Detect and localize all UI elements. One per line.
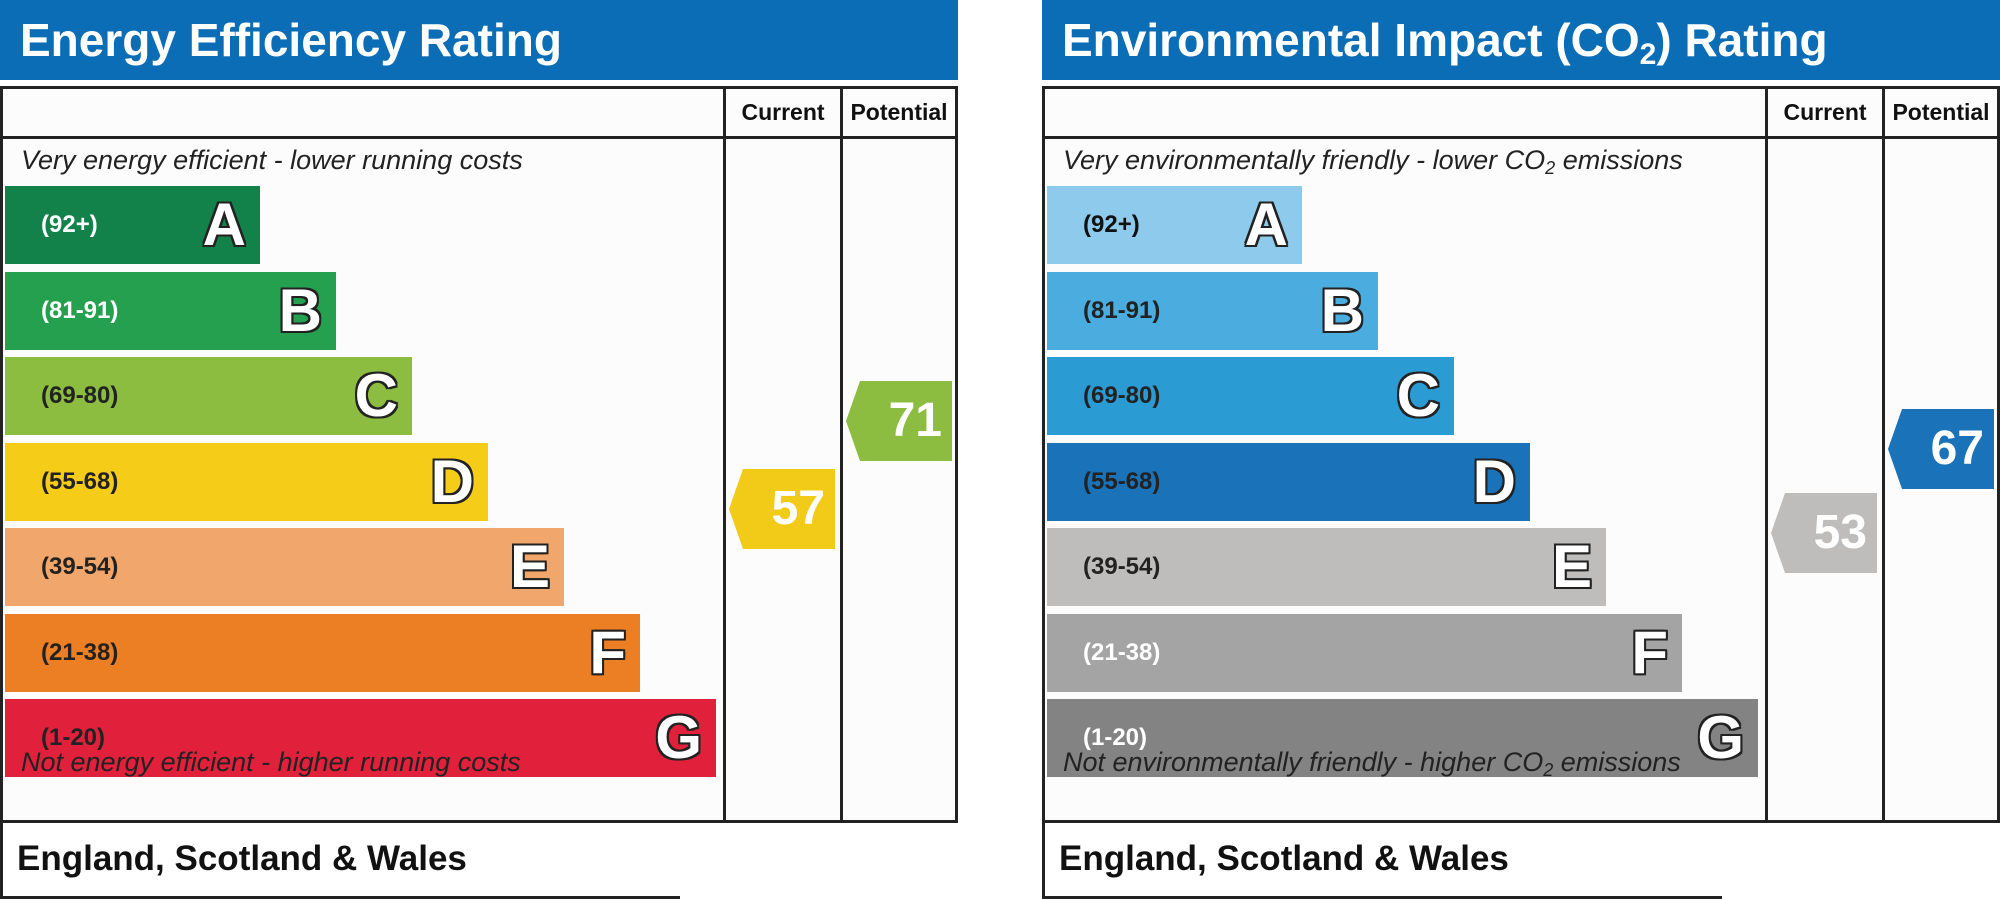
potential-rating-value: 71	[888, 393, 942, 447]
band-letter: C	[354, 362, 398, 429]
current-rating-marker: 57	[729, 468, 835, 549]
rating-grid: Current Potential Very energy efficient …	[0, 86, 958, 823]
band-letter: A	[202, 191, 246, 258]
potential-rating-value: 67	[1930, 421, 1984, 475]
band-g: (1-20) G	[5, 699, 716, 777]
top-note: Very energy efficient - lower running co…	[21, 145, 523, 175]
band-c: (69-80) C	[5, 357, 412, 435]
band-a: (92+) A	[5, 186, 260, 264]
band-letter: F	[589, 618, 626, 686]
band-letter: C	[1396, 362, 1440, 429]
header-divider	[1045, 136, 1997, 139]
band-f: (21-38) F	[1047, 613, 1682, 692]
band-c: (69-80) C	[1047, 357, 1454, 435]
band-range-label: (55-68)	[1083, 467, 1161, 495]
band-a: (92+) A	[1047, 186, 1302, 264]
current-rating-value: 57	[771, 481, 825, 535]
band-range-label: (1-20)	[41, 724, 106, 751]
band-range-label: (69-80)	[41, 382, 119, 409]
header-divider	[3, 136, 955, 139]
band-range-label: (81-91)	[1083, 296, 1161, 324]
band-range-label: (1-20)	[1083, 724, 1148, 751]
region-label: England, Scotland & Wales	[17, 839, 467, 878]
band-letter: G	[655, 704, 702, 771]
band-range-label: (21-38)	[1083, 638, 1161, 666]
band-letter: F	[1631, 618, 1668, 686]
column-divider	[840, 89, 843, 820]
band-letter: A	[1244, 191, 1288, 258]
footer-box: England, Scotland & Wales	[1042, 823, 1722, 899]
bottom-note: Not energy efficient - higher running co…	[21, 747, 521, 777]
band-b: (81-91) B	[1047, 271, 1378, 350]
environmental-impact-panel: Environmental Impact (CO2) Rating Curren…	[1042, 0, 2000, 899]
footer-box: England, Scotland & Wales	[0, 823, 680, 899]
current-rating-value: 53	[1813, 506, 1867, 560]
band-e: (39-54) E	[5, 528, 564, 606]
panel-title: Environmental Impact (CO2) Rating	[1042, 0, 2000, 80]
column-divider	[1765, 89, 1768, 820]
bottom-note: Not environmentally friendly - higher CO…	[1063, 747, 1681, 780]
band-d: (55-68) D	[5, 442, 488, 521]
potential-column-header: Potential	[850, 99, 948, 125]
band-range-label: (39-54)	[1083, 553, 1161, 580]
panel-title: Energy Efficiency Rating	[0, 0, 958, 80]
band-g: (1-20) G	[1047, 699, 1758, 777]
top-note: Very environmentally friendly - lower CO…	[1063, 145, 1683, 178]
column-divider	[1882, 89, 1885, 820]
band-range-label: (92+)	[1083, 211, 1140, 238]
band-letter: D	[430, 447, 474, 515]
band-letter: B	[1320, 276, 1364, 344]
potential-rating-marker: 67	[1888, 408, 1994, 489]
band-d: (55-68) D	[1047, 442, 1530, 521]
band-letter: G	[1697, 704, 1744, 771]
band-range-label: (21-38)	[41, 638, 119, 666]
current-column-header: Current	[741, 99, 825, 125]
potential-column-header: Potential	[1892, 99, 1990, 125]
band-letter: E	[509, 533, 550, 600]
band-range-label: (55-68)	[41, 467, 119, 495]
band-range-label: (92+)	[41, 211, 98, 238]
band-range-label: (39-54)	[41, 553, 119, 580]
band-letter: D	[1472, 447, 1516, 515]
potential-rating-marker: 71	[846, 380, 952, 461]
band-range-label: (69-80)	[1083, 382, 1161, 409]
region-label: England, Scotland & Wales	[1059, 839, 1509, 878]
band-e: (39-54) E	[1047, 528, 1606, 606]
band-letter: E	[1551, 533, 1592, 600]
energy-efficiency-panel: Energy Efficiency Rating Current Potenti…	[0, 0, 958, 899]
current-column-header: Current	[1783, 99, 1867, 125]
rating-grid: Current Potential Very environmentally f…	[1042, 86, 2000, 823]
band-b: (81-91) B	[5, 271, 336, 350]
band-range-label: (81-91)	[41, 296, 119, 324]
current-rating-marker: 53	[1771, 493, 1877, 574]
band-letter: B	[278, 276, 322, 344]
band-f: (21-38) F	[5, 613, 640, 692]
column-divider	[723, 89, 726, 820]
